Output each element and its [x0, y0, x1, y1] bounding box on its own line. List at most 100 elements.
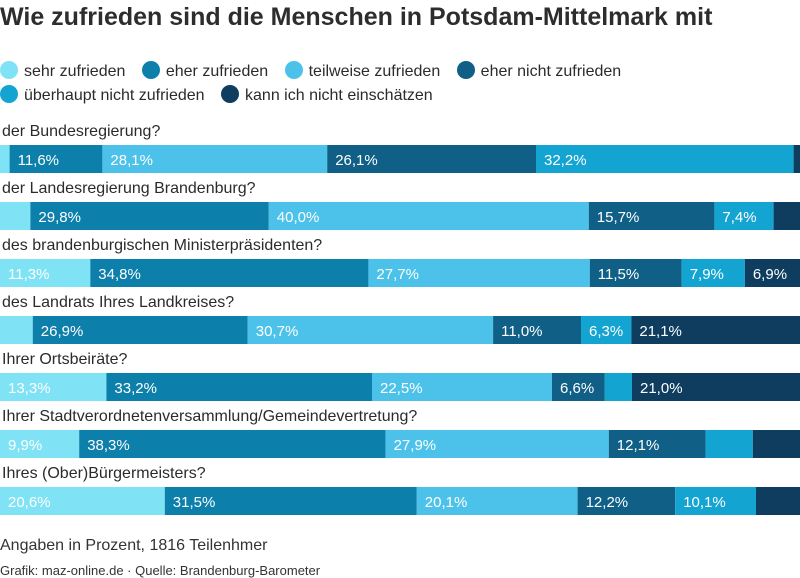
bar-segment: [681, 259, 745, 287]
bar-segment: [90, 259, 369, 287]
bar-segment: [0, 145, 10, 173]
bar-segment: [385, 430, 609, 458]
legend-label: eher nicht zufrieden: [480, 63, 622, 80]
data-label: 12,2%: [586, 494, 629, 511]
data-label: 13,3%: [8, 380, 51, 397]
bar-segment: [79, 430, 386, 458]
data-label: 6,6%: [560, 380, 594, 397]
bar-segment: [675, 487, 756, 515]
legend-item: teilweise zufrieden: [284, 60, 441, 84]
category-label: des brandenburgischen Ministerpräsidente…: [2, 237, 322, 254]
bar-segment: [247, 316, 494, 344]
legend-label: überhaupt nicht zufrieden: [24, 87, 205, 104]
category-label: Ihrer Ortsbeiräte?: [2, 351, 127, 368]
legend-swatch: [284, 61, 303, 79]
bar-segment: [0, 202, 31, 230]
data-label: 6,9%: [753, 266, 787, 283]
legend-item: kann ich nicht einschätzen: [221, 84, 433, 108]
legend-item: eher zufrieden: [141, 60, 269, 84]
bar-segment: [632, 373, 800, 401]
data-label: 21,0%: [640, 380, 683, 397]
legend-item: eher nicht zufrieden: [456, 60, 622, 84]
stacked-bar-chart: der Bundesregierung? 11,6% 28,1% 26,1% 32,2%…: [0, 123, 800, 515]
chart-credit: Grafik: maz-online.de · Quelle: Brandenb…: [0, 563, 321, 578]
data-label: 31,5%: [173, 494, 216, 511]
bar-segment: [752, 430, 800, 458]
data-label: 34,8%: [98, 266, 141, 283]
bar-segment: [0, 487, 165, 515]
legend-swatch: [221, 85, 240, 103]
data-label: 22,5%: [380, 380, 423, 397]
bar-segment: [493, 316, 582, 344]
legend-swatch: [141, 61, 160, 79]
legend-item: überhaupt nicht zufrieden: [0, 84, 205, 108]
data-label: 12,1%: [617, 437, 660, 454]
bar-segment: [106, 373, 373, 401]
category-label: Ihres (Ober)Bürgermeisters?: [2, 465, 206, 482]
data-label: 26,9%: [41, 323, 84, 340]
bar-segment: [581, 316, 632, 344]
data-label: 20,6%: [8, 494, 51, 511]
bar-segment: [536, 145, 794, 173]
category-label: der Bundesregierung?: [2, 123, 160, 140]
data-label: 11,3%: [8, 266, 49, 283]
legend-label: kann ich nicht einschätzen: [245, 87, 433, 104]
bar-segment: [714, 202, 774, 230]
legend-label: eher zufrieden: [165, 63, 269, 80]
data-label: 29,8%: [38, 209, 81, 226]
bar-segment: [793, 145, 800, 173]
bar-segment: [164, 487, 417, 515]
bar-segment: [705, 430, 753, 458]
bar-segment: [0, 430, 80, 458]
data-label: 38,3%: [87, 437, 130, 454]
data-label: 7,9%: [690, 266, 724, 283]
chart-title: Wie zufrieden sind die Menschen in Potsd…: [0, 3, 713, 31]
data-label: 7,4%: [722, 209, 756, 226]
data-label: 10,1%: [683, 494, 726, 511]
legend-swatch: [0, 85, 18, 103]
bar-segment: [604, 373, 632, 401]
category-label: der Landesregierung Brandenburg?: [2, 180, 256, 197]
bar-segment: [744, 259, 800, 287]
legend-swatch: [456, 61, 475, 79]
bar-segment: [773, 202, 800, 230]
legend-swatch: [0, 61, 18, 79]
data-label: 11,5%: [598, 266, 639, 283]
chart-footnote: Angaben in Prozent, 1816 Teilenhmer: [0, 537, 268, 554]
bar-segment: [577, 487, 676, 515]
data-label: 30,7%: [256, 323, 299, 340]
legend-label: sehr zufrieden: [24, 63, 126, 80]
bar-segment: [368, 259, 590, 287]
bar-segment: [589, 259, 682, 287]
data-label: 9,9%: [8, 437, 42, 454]
data-label: 32,2%: [544, 152, 587, 169]
bar-segment: [102, 145, 328, 173]
category-label: Ihrer Stadtverordnetenversammlung/Gemein…: [2, 408, 417, 425]
data-label: 26,1%: [335, 152, 378, 169]
bar-segment: [416, 487, 578, 515]
bar-segment: [30, 202, 269, 230]
data-label: 27,9%: [394, 437, 437, 454]
bar-segment: [32, 316, 248, 344]
bar-segment: [0, 373, 107, 401]
data-label: 11,6%: [18, 152, 59, 169]
bar-segment: [268, 202, 589, 230]
data-label: 33,2%: [114, 380, 157, 397]
data-label: 27,7%: [376, 266, 419, 283]
data-label: 40,0%: [277, 209, 320, 226]
data-label: 6,3%: [589, 323, 623, 340]
bar-segment: [608, 430, 706, 458]
bar-segment: [9, 145, 103, 173]
data-label: 21,1%: [639, 323, 682, 340]
bar-segment: [0, 316, 33, 344]
bar-segment: [756, 487, 800, 515]
category-label: des Landrats Ihres Landkreises?: [2, 294, 234, 311]
data-label: 20,1%: [425, 494, 468, 511]
legend-label: teilweise zufrieden: [308, 63, 441, 80]
bar-segment: [588, 202, 715, 230]
bar-segment: [631, 316, 800, 344]
bar-segment: [327, 145, 536, 173]
bar-segment: [372, 373, 552, 401]
bar-segment: [552, 373, 605, 401]
legend: sehr zufrieden eher zufrieden teilweise …: [0, 60, 800, 108]
